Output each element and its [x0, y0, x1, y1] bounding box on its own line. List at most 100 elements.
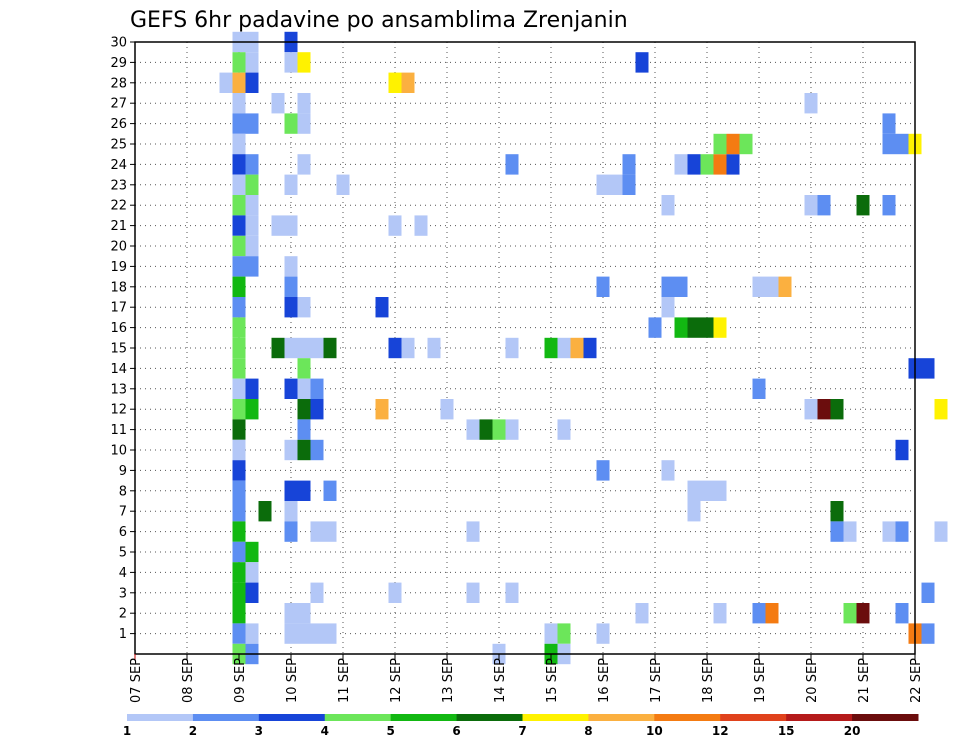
precip-cell: [401, 337, 415, 359]
precip-cell: [232, 439, 246, 461]
x-tick-label: 10 SEP: [285, 658, 300, 703]
precip-cell: [830, 501, 844, 522]
precip-cell: [479, 419, 493, 440]
precip-cell: [544, 623, 558, 644]
precip-cell: [284, 439, 298, 461]
x-axis: 07 SEP 08 SEP 09 SEP 10 SEP 11 SEP 12 SEP 13 S…: [129, 654, 924, 703]
colorbar-label: 10: [646, 724, 663, 738]
y-tick-label: 17: [110, 301, 127, 316]
precip-cell: [583, 337, 597, 359]
y-tick-label: 8: [119, 484, 127, 499]
precip-cell: [297, 439, 311, 461]
y-tick-label: 27: [110, 97, 127, 112]
precip-cell: [232, 72, 246, 93]
precip-cell: [856, 603, 870, 624]
precip-cell: [778, 276, 792, 297]
precip-cell: [284, 337, 298, 359]
x-tick-label: 09 SEP: [233, 658, 248, 703]
precip-cell: [310, 521, 324, 542]
precip-cell: [427, 337, 441, 359]
precip-cell: [297, 297, 311, 318]
x-tick-label: 07 SEP: [129, 658, 144, 703]
precip-cell: [596, 174, 610, 195]
precip-cell: [713, 317, 727, 338]
x-tick-label: 15 SEP: [545, 658, 560, 703]
precip-cell: [882, 133, 896, 155]
precip-cell: [882, 113, 896, 134]
colorbar-segment: [588, 714, 655, 721]
precip-cell: [830, 399, 844, 420]
precip-cell: [245, 399, 259, 420]
precip-cell: [297, 623, 311, 644]
precip-cell: [284, 276, 298, 297]
precip-cell: [245, 623, 259, 644]
precip-cell: [466, 419, 480, 440]
x-tick-label: 08 SEP: [181, 658, 196, 703]
y-tick-label: 19: [110, 260, 127, 275]
precip-cell: [596, 623, 610, 644]
precip-cell: [388, 72, 402, 93]
y-tick-label: 7: [119, 505, 127, 520]
precip-cell: [817, 195, 831, 216]
precip-cell: [284, 480, 298, 501]
precip-cell: [232, 276, 246, 297]
precip-cell: [765, 276, 779, 297]
precip-cell: [245, 52, 259, 73]
precip-cell: [284, 174, 298, 195]
precip-cell: [674, 276, 688, 297]
precip-cell: [245, 195, 259, 216]
precip-cell: [752, 276, 766, 297]
y-tick-label: 13: [110, 382, 127, 397]
colorbar-label: 8: [584, 724, 592, 738]
precip-cell: [375, 399, 389, 420]
precip-cell: [297, 154, 311, 175]
precip-cell: [440, 399, 454, 420]
colorbar: 1 2 3 4 5 6 7 8 10 12 15 20: [123, 714, 919, 738]
precip-cell: [297, 399, 311, 420]
precip-cell: [700, 154, 714, 175]
precip-cell: [388, 337, 402, 359]
colorbar-label: 20: [844, 724, 861, 738]
precip-cell: [284, 52, 298, 73]
precip-cell: [245, 378, 259, 399]
precip-cell: [661, 297, 675, 318]
precip-cell: [817, 399, 831, 420]
precip-cell: [466, 521, 480, 542]
precip-cell: [232, 154, 246, 175]
precip-cell: [297, 603, 311, 624]
precip-cell: [687, 501, 701, 522]
y-tick-label: 24: [110, 158, 127, 173]
precip-cell: [713, 133, 727, 155]
precip-cell: [232, 582, 246, 603]
colorbar-label: 12: [712, 724, 729, 738]
precip-cell: [375, 297, 389, 318]
colorbar-segment: [390, 714, 458, 721]
precip-cell: [856, 195, 870, 216]
y-tick-label: 6: [119, 525, 127, 540]
y-tick-label: 9: [119, 464, 127, 479]
y-tick-label: 2: [119, 607, 127, 622]
precip-cell: [804, 195, 818, 216]
precip-cell: [687, 480, 701, 501]
precip-cell: [232, 480, 246, 501]
y-tick-label: 29: [110, 56, 127, 71]
x-tick-label: 18 SEP: [701, 658, 716, 703]
precip-cell: [661, 276, 675, 297]
precip-cell: [219, 72, 233, 93]
colorbar-label: 5: [386, 724, 394, 738]
precip-cell: [895, 133, 909, 155]
colorbar-segment: [720, 714, 787, 721]
precip-cell: [921, 582, 935, 603]
colorbar-label: 4: [321, 724, 329, 738]
precip-cell: [414, 215, 428, 236]
y-tick-label: 28: [110, 76, 127, 91]
precip-cell: [700, 480, 714, 501]
precip-cell: [284, 297, 298, 318]
precip-cell: [245, 215, 259, 236]
x-tick-label: 14 SEP: [493, 658, 508, 703]
precip-cell: [323, 521, 337, 542]
y-tick-label: 25: [110, 138, 127, 153]
y-tick-label: 16: [110, 321, 127, 336]
y-tick-label: 12: [110, 403, 127, 418]
precip-cell: [609, 174, 623, 195]
